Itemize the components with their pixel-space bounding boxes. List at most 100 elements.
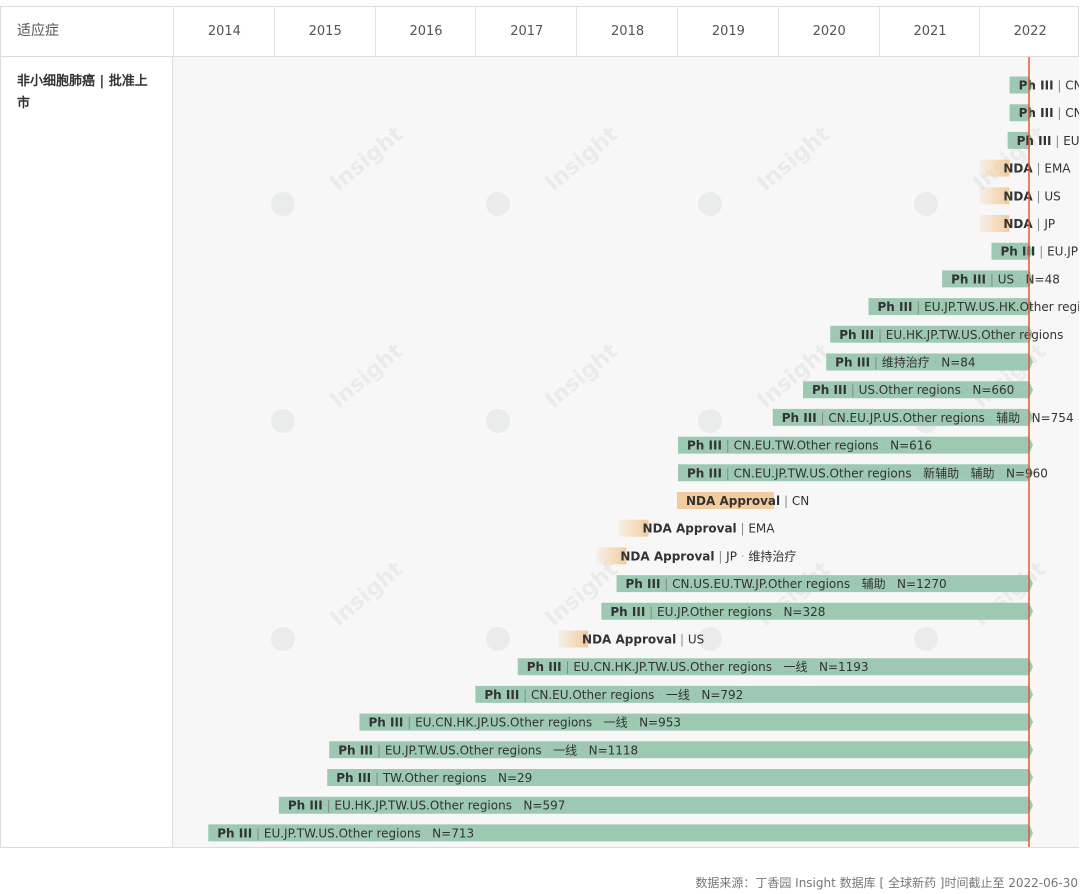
stage-label: Ph III — [217, 826, 252, 840]
row-label: Ph III | CN.EU.JP.US.Other regions · 辅助 … — [782, 411, 1074, 425]
phase3-bar — [475, 685, 1033, 703]
row-label: Ph III | CN — [1019, 79, 1079, 93]
timeline-svg: Insight Insight Insight Insight Insight Insig… — [208, 57, 1079, 847]
region-label: CN — [792, 494, 809, 508]
row-label: Ph III | EU.JP — [1000, 245, 1078, 259]
nda-submission-bar — [979, 215, 1010, 232]
stage-label: Ph III — [951, 272, 986, 286]
region-label: US — [688, 633, 704, 647]
sample-size-label: N=792 — [701, 688, 743, 702]
watermark-logo — [914, 627, 938, 651]
separator: | — [1033, 217, 1045, 231]
separator: | — [912, 300, 924, 314]
separator: | — [722, 466, 734, 480]
separator: · — [654, 688, 665, 702]
indication-label: 非小细胞肺癌 | 批准上市 — [17, 74, 148, 111]
row-label: Ph III | CN.EU.Other regions · 一线 · N=79… — [484, 688, 743, 702]
year-tick-2021: 2021 — [878, 7, 981, 56]
nda-submission-bar — [618, 519, 649, 537]
watermark-text: Insight — [326, 557, 409, 632]
separator: · — [1014, 272, 1025, 286]
year-tick-2017: 2017 — [475, 7, 577, 56]
stage-label: Ph III — [1017, 134, 1052, 148]
phase3-bar — [278, 796, 1034, 814]
sample-size-label: N=1270 — [897, 577, 947, 591]
watermark-text: Insight — [753, 122, 836, 197]
region-label: CN.US.EU.TW.JP.Other regions — [672, 577, 850, 591]
indication-column-header: 适应症 — [17, 23, 59, 39]
timeline-chart: 适应症 2014 2015 2016 2017 2018 2019 2020 2021 2022… — [0, 6, 1079, 848]
phase3-bar — [517, 658, 1033, 676]
separator: · — [879, 439, 890, 453]
row-label: NDA | EMA — [1003, 162, 1071, 176]
phase3-bar — [991, 242, 1033, 260]
row-label: Ph III | EU.JP.TW.US.Other regions · N=7… — [217, 826, 474, 840]
sample-size-label: N=616 — [890, 439, 932, 453]
watermark-text: Insight — [969, 339, 1052, 414]
region-label: 维持治疗 — [882, 355, 930, 370]
stage-label: Ph III — [626, 577, 661, 591]
region-label: JP — [1043, 217, 1055, 231]
phase3-bar — [616, 575, 1033, 593]
region-label: CN.EU.JP.US.Other regions — [828, 411, 984, 425]
stage-label: NDA — [1003, 162, 1033, 176]
chart-header: 适应症 2014 2015 2016 2017 2018 2019 2020 2021 2022 — [1, 7, 1078, 57]
tag-label: 一线 — [604, 716, 628, 730]
region-label: CN — [1065, 79, 1079, 93]
watermark-logo — [486, 192, 510, 216]
sample-size-label: N=48 — [1026, 272, 1060, 286]
separator: | — [1054, 106, 1066, 120]
sample-size-label: N=1193 — [819, 660, 869, 674]
separator: | — [403, 716, 415, 730]
separator: · — [592, 716, 603, 730]
sample-size-label: N=29 — [498, 771, 532, 785]
watermark-logo — [486, 627, 510, 651]
watermark-logo — [914, 192, 938, 216]
sample-size-label: N=660 — [972, 383, 1014, 397]
separator: | — [870, 356, 882, 370]
tag-label: 一线 — [784, 660, 808, 674]
region-label: CN.EU.JP.TW.US.Other regions — [734, 466, 912, 480]
region-label: EMA — [748, 522, 775, 536]
watermark-text: Insight — [541, 339, 624, 414]
region-label: EU.JP.TW.US.HK.Other regions — [924, 300, 1079, 314]
stage-label: Ph III — [782, 411, 817, 425]
stage-label: NDA Approval — [582, 633, 676, 647]
nda-submission-bar — [979, 187, 1010, 205]
stage-label: Ph III — [527, 660, 562, 674]
region-label: CN — [1065, 106, 1079, 120]
tag-label: 新辅助 — [923, 465, 959, 480]
row-label: Ph III | CN.EU.TW.Other regions · N=616 — [687, 439, 932, 453]
watermark-text: Insight — [326, 339, 409, 414]
region-label: EU.HK.JP.TW.US.Other regions — [886, 328, 1064, 342]
row-label: NDA Approval | US — [582, 633, 704, 647]
watermark-text: Insight — [969, 557, 1052, 632]
separator: · — [985, 411, 996, 425]
region-label: US — [1044, 189, 1060, 203]
separator: · — [995, 466, 1006, 480]
stage-label: Ph III — [1019, 79, 1054, 93]
watermark-text: Insight — [326, 122, 409, 197]
watermark-logo — [271, 627, 295, 651]
stage-label: NDA Approval — [643, 522, 737, 536]
row-label: NDA Approval | JP · 维持治疗 — [620, 548, 796, 563]
stage-label: Ph III — [1019, 106, 1054, 120]
stage-label: Ph III — [484, 688, 519, 702]
separator: · — [577, 743, 588, 757]
phase3-bar — [208, 824, 1033, 842]
stage-label: NDA Approval — [620, 549, 714, 563]
row-label: Ph III | EU.CN.HK.JP.TW.US.Other regions… — [527, 660, 869, 674]
separator: · — [772, 660, 783, 674]
row-label: Ph III | EU.JP.TW.US.Other regions · 一线 … — [338, 743, 638, 757]
year-tick-2016: 2016 — [374, 7, 477, 56]
phase3-bar — [826, 353, 1033, 371]
separator: | — [645, 605, 657, 619]
separator: · — [487, 771, 498, 785]
region-label: EU.HK.JP.TW.US.Other regions — [334, 799, 512, 813]
separator: · — [959, 466, 970, 480]
year-tick-2015: 2015 — [273, 7, 376, 56]
separator: | — [371, 771, 383, 785]
separator: | — [847, 383, 859, 397]
separator: · — [808, 660, 819, 674]
row-label: Ph III | 维持治疗 · N=84 — [835, 355, 975, 370]
